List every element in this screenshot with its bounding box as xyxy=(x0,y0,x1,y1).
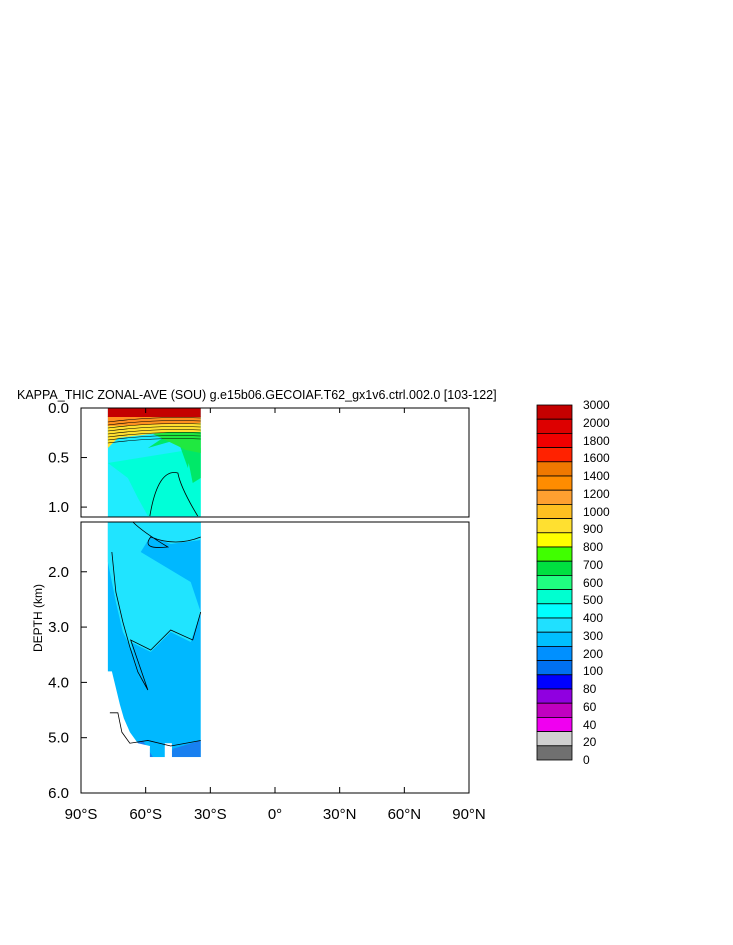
upper-contour-line xyxy=(107,420,201,426)
x-tick-label: 30°N xyxy=(323,806,357,823)
colorbar-box xyxy=(536,631,573,647)
colorbar-level-label: 200 xyxy=(583,646,604,661)
colorbar-box xyxy=(536,418,573,434)
colorbar-box xyxy=(536,504,573,520)
colorbar-box xyxy=(536,432,573,448)
chart-title: KAPPA_THIC ZONAL-AVE (SOU) g.e15b06.GECO… xyxy=(17,388,497,402)
upper-contour-line xyxy=(107,426,201,432)
colorbar-level-label: 3000 xyxy=(583,398,610,412)
x-tick-label: 90°N xyxy=(452,806,486,823)
colorbar-level-label: 900 xyxy=(583,522,604,537)
colorbar-level-label: 1200 xyxy=(583,486,610,501)
colorbar-level-label: 500 xyxy=(583,593,604,608)
colorbar-level-label: 1000 xyxy=(583,504,610,519)
colorbar-box xyxy=(536,574,573,590)
colorbar-level-label: 300 xyxy=(583,628,604,643)
colorbar-level-label: 40 xyxy=(583,717,597,732)
colorbar-box xyxy=(536,688,573,704)
upper-contour-line xyxy=(107,417,201,423)
colorbar-level-label: 1800 xyxy=(583,433,610,448)
colorbar xyxy=(536,404,573,761)
lower-contour-line xyxy=(111,551,202,691)
x-tick-label: 30°S xyxy=(194,806,227,823)
y-tick-label: 0.5 xyxy=(48,450,69,467)
lower-floor-mask xyxy=(107,745,201,766)
lower-400-region xyxy=(107,522,201,692)
upper-surface-band xyxy=(107,408,201,417)
colorbar-level-label: 700 xyxy=(583,557,604,572)
colorbar-box xyxy=(536,560,573,576)
upper-contour-line xyxy=(107,423,201,429)
colorbar-level-label: 800 xyxy=(583,540,604,554)
colorbar-box xyxy=(536,731,573,747)
upper-contour-line xyxy=(107,438,201,444)
upper-500-band xyxy=(107,448,201,516)
colorbar-box xyxy=(536,447,573,463)
upper-contour-line xyxy=(107,429,201,435)
colorbar-box xyxy=(536,518,573,534)
upper-contour-line xyxy=(107,432,201,438)
colorbar-box xyxy=(536,589,573,605)
colorbar-box xyxy=(536,404,573,420)
colorbar-box xyxy=(536,674,573,690)
colorbar-level-label: 80 xyxy=(583,682,597,696)
y-tick-label: 3.0 xyxy=(48,619,69,636)
axes-layer: 0.0 0.5 1.0 2.0 3.0 4.0 5.0 6.0 DEPTH (km) 90°S 60… xyxy=(31,400,486,823)
colorbar-box xyxy=(536,702,573,718)
colorbar-box xyxy=(536,461,573,477)
colorbar-box xyxy=(536,532,573,548)
upper-contour-line xyxy=(107,435,201,441)
colorbar-level-label: 100 xyxy=(583,664,604,679)
lower-land-mask xyxy=(106,671,150,760)
colorbar-box xyxy=(536,745,573,761)
data-layer xyxy=(106,408,202,766)
colorbar-level-label: 1600 xyxy=(583,451,610,466)
colorbar-box xyxy=(536,475,573,491)
colorbar-box xyxy=(536,660,573,676)
colorbar-box xyxy=(536,645,573,661)
colorbar-box xyxy=(536,617,573,633)
lower-contour-line xyxy=(132,521,201,548)
colorbar-box xyxy=(536,603,573,619)
x-tick-label: 90°S xyxy=(65,806,98,823)
colorbar-level-label: 1400 xyxy=(583,469,610,483)
x-tick-label: 60°N xyxy=(388,806,422,823)
colorbar-box xyxy=(536,489,573,505)
y-tick-label: 5.0 xyxy=(48,730,69,747)
colorbar-level-label: 0 xyxy=(583,753,590,767)
y-tick-label: 6.0 xyxy=(48,785,69,802)
lower-contour-line xyxy=(109,712,201,747)
colorbar-level-label: 60 xyxy=(583,699,597,714)
y-tick-label: 2.0 xyxy=(48,564,69,581)
x-tick-label: 60°S xyxy=(129,806,162,823)
y-tick-label: 1.0 xyxy=(48,499,69,516)
upper-contour-line xyxy=(149,472,199,517)
colorbar-box xyxy=(536,546,573,562)
y-axis-label: DEPTH (km) xyxy=(31,584,45,652)
colorbar-level-label: 20 xyxy=(583,735,597,750)
y-tick-label: 4.0 xyxy=(48,674,69,691)
x-tick-label: 0° xyxy=(268,806,282,823)
colorbar-level-label: 600 xyxy=(583,575,604,590)
colorbar-box xyxy=(536,716,573,732)
y-tick-label: 0.0 xyxy=(48,400,69,417)
colorbar-level-label: 2000 xyxy=(583,415,610,430)
colorbar-level-label: 400 xyxy=(583,611,604,625)
